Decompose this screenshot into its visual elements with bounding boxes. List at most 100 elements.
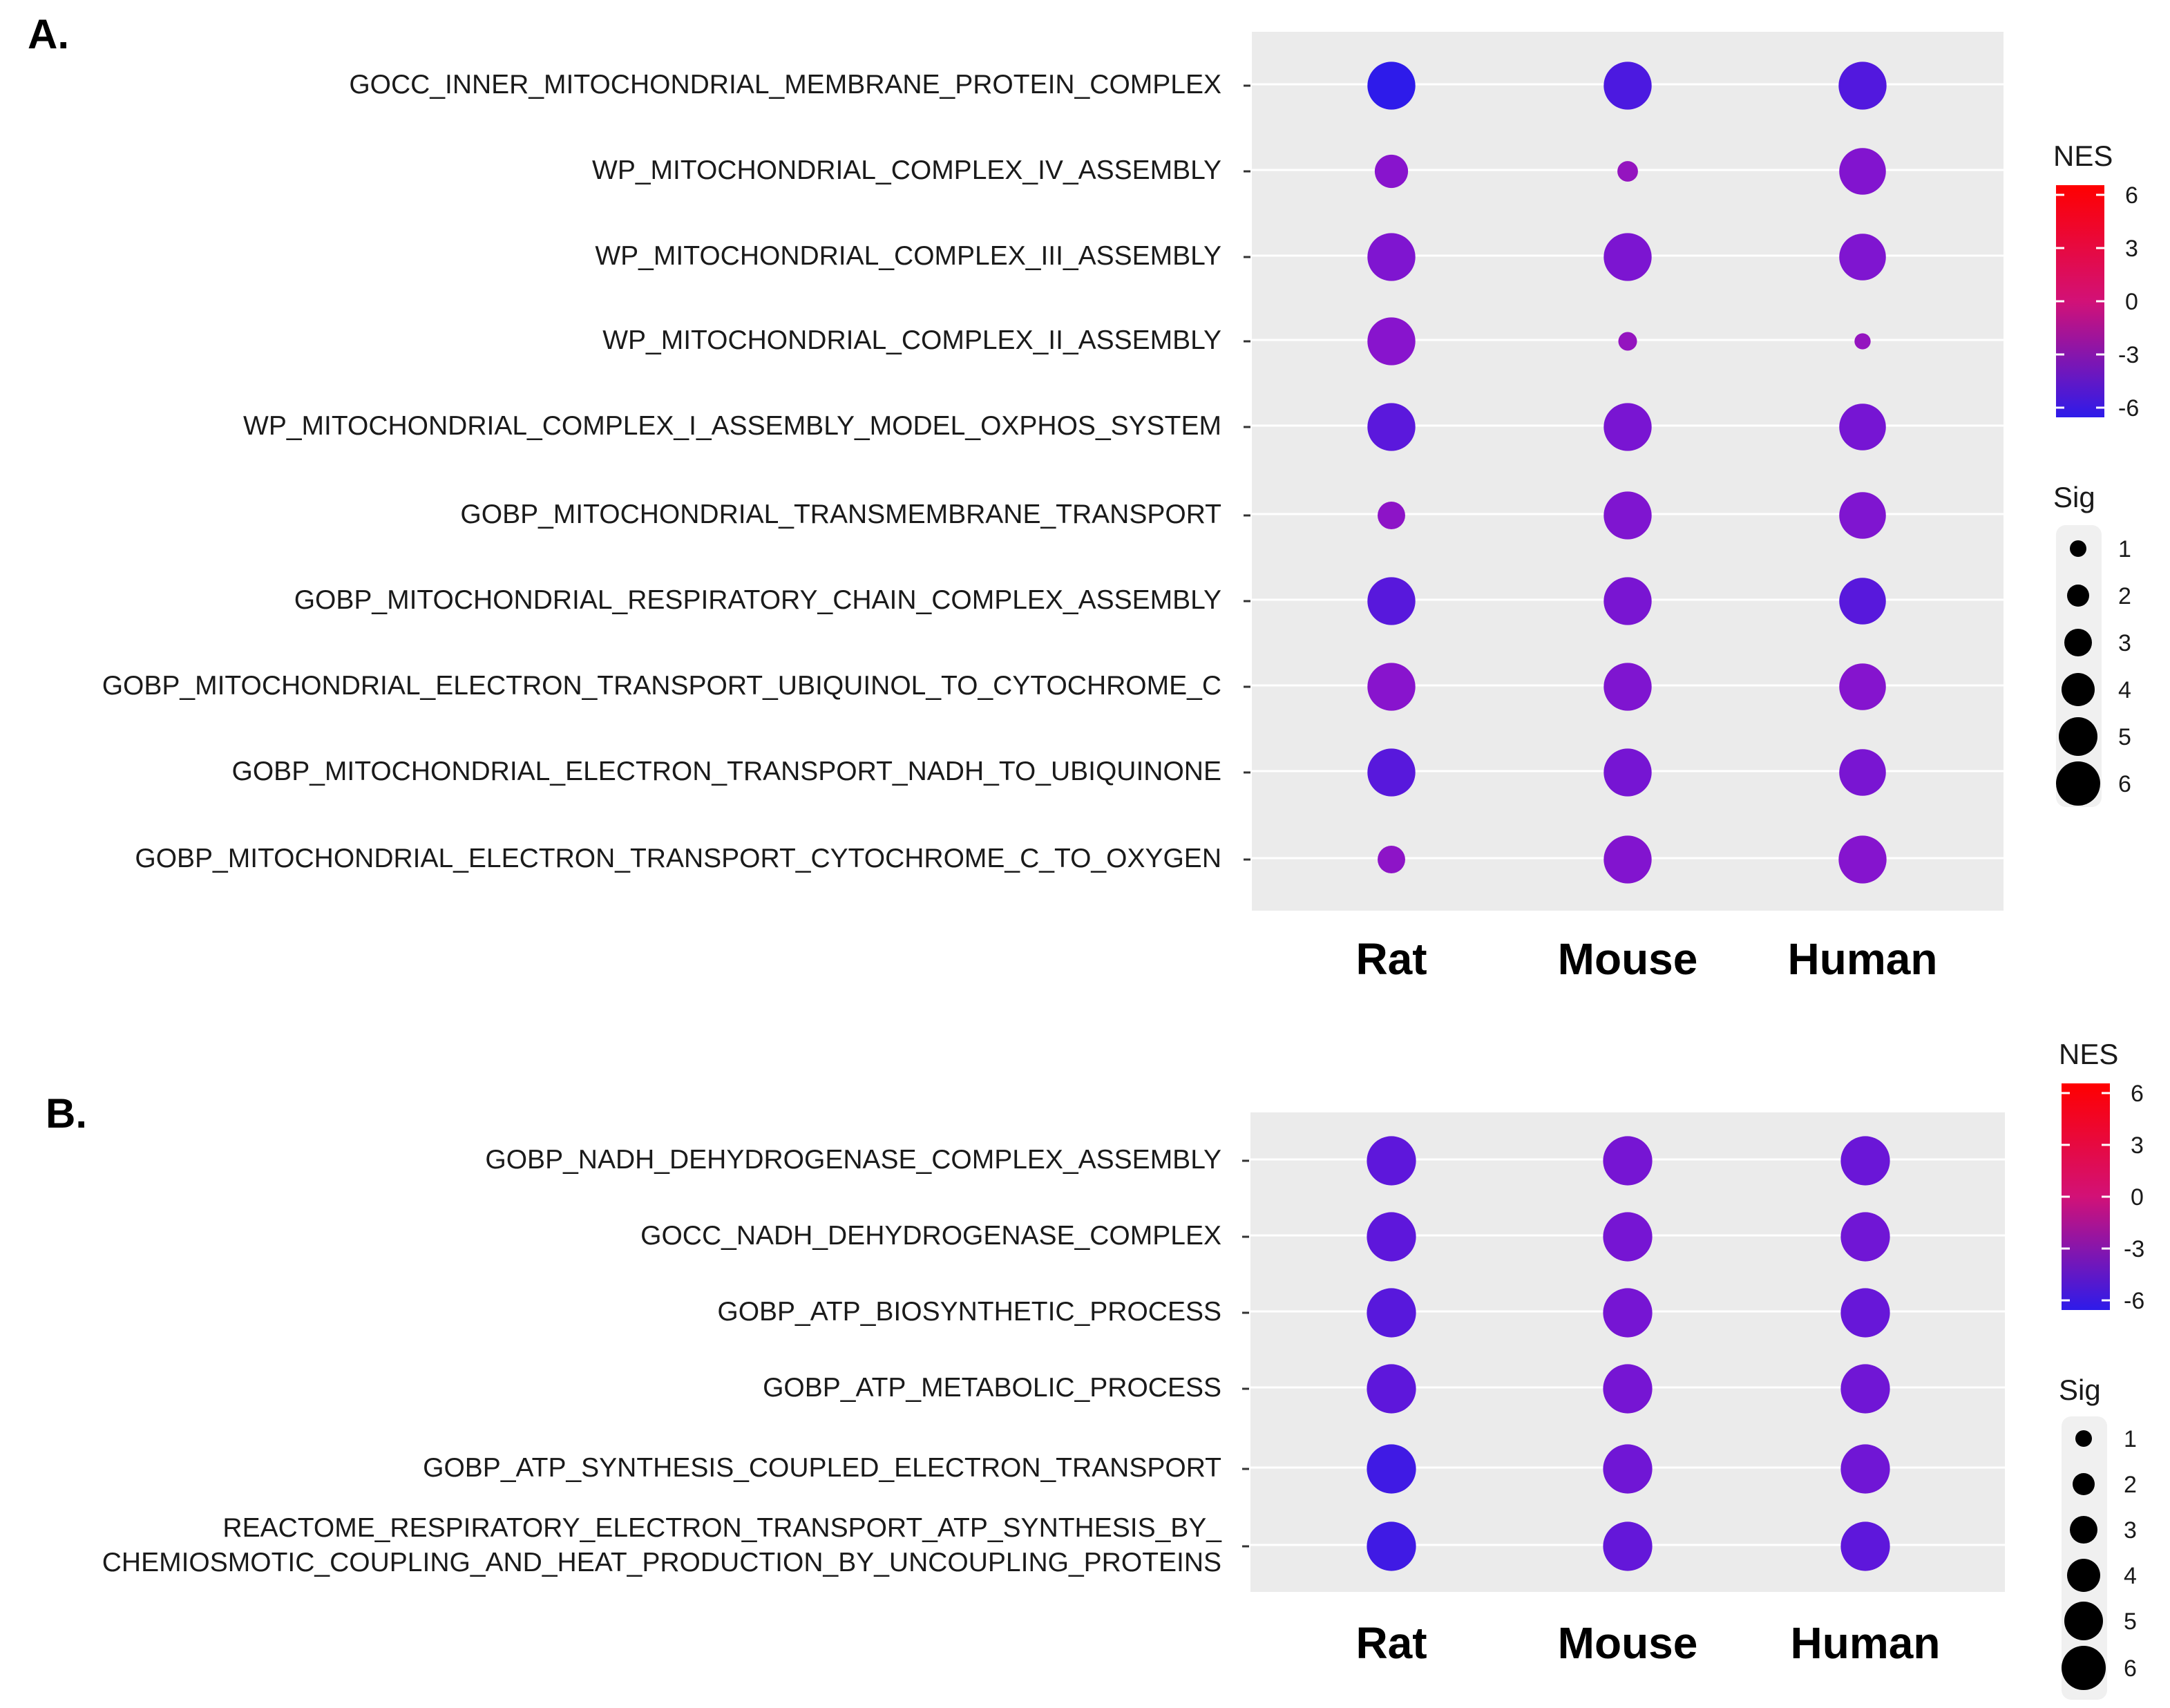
term-label-3: GOBP_ATP_BIOSYNTHETIC_PROCESS (717, 1297, 1221, 1327)
sig-tick-label-5: 5 (2124, 1609, 2137, 1635)
point-rat-10 (1378, 846, 1405, 873)
sig-legend-title: Sig (2059, 1374, 2101, 1406)
point-rat-8 (1367, 663, 1416, 711)
point-rat-4 (1367, 317, 1416, 366)
point-human-2 (1840, 1212, 1890, 1262)
nes-tick-label-3: 0 (2125, 289, 2138, 315)
point-mouse-5 (1603, 403, 1652, 451)
point-human-10 (1838, 835, 1887, 884)
sig-tick-label-2: 2 (2118, 583, 2131, 609)
point-mouse-1 (1603, 61, 1652, 110)
point-rat-2 (1374, 154, 1409, 189)
point-mouse-4 (1618, 332, 1637, 351)
sig-legend-dot-5 (2059, 717, 2097, 756)
point-human-6 (1839, 492, 1886, 539)
nes-tick-label-3: 0 (2131, 1184, 2144, 1211)
point-rat-6 (1367, 1521, 1416, 1571)
term-label-line: REACTOME_RESPIRATORY_ELECTRON_TRANSPORT_… (222, 1513, 1222, 1543)
sig-tick-label-4: 4 (2118, 677, 2131, 703)
sig-tick-label-5: 5 (2118, 724, 2131, 750)
term-label-10: GOBP_MITOCHONDRIAL_ELECTRON_TRANSPORT_CY… (135, 844, 1221, 873)
point-human-1 (1838, 61, 1887, 110)
point-human-4 (1840, 1364, 1890, 1414)
sig-tick-label-1: 1 (2118, 536, 2131, 562)
term-label-5: WP_MITOCHONDRIAL_COMPLEX_I_ASSEMBLY_MODE… (243, 411, 1221, 441)
sig-legend-dot-2 (2073, 1473, 2095, 1495)
sig-legend-dot-1 (2075, 1430, 2092, 1447)
point-human-3 (1840, 1288, 1890, 1338)
sig-tick-label-2: 2 (2124, 1472, 2137, 1498)
x-label-mouse: Mouse (1558, 934, 1698, 984)
term-label-5: GOBP_ATP_SYNTHESIS_COUPLED_ELECTRON_TRAN… (423, 1453, 1221, 1483)
point-rat-3 (1367, 233, 1416, 281)
point-rat-3 (1367, 1288, 1416, 1338)
point-mouse-3 (1603, 1288, 1653, 1338)
nes-tick-label-5: -6 (2118, 395, 2139, 421)
point-rat-5 (1367, 1444, 1416, 1494)
point-mouse-2 (1617, 161, 1638, 182)
panel-label: A. (28, 11, 69, 57)
x-label-rat: Rat (1355, 1618, 1427, 1668)
term-label-7: GOBP_MITOCHONDRIAL_RESPIRATORY_CHAIN_COM… (294, 585, 1221, 615)
term-label-2: GOCC_NADH_DEHYDROGENASE_COMPLEX (640, 1221, 1221, 1251)
point-human-2 (1839, 148, 1886, 195)
term-label-4: WP_MITOCHONDRIAL_COMPLEX_II_ASSEMBLY (602, 325, 1221, 355)
nes-tick-label-2: 3 (2125, 236, 2138, 262)
term-label-6: REACTOME_RESPIRATORY_ELECTRON_TRANSPORT_… (102, 1513, 1223, 1577)
x-label-mouse: Mouse (1558, 1618, 1698, 1668)
point-rat-1 (1367, 1136, 1416, 1186)
nes-tick-label-4: -3 (2118, 342, 2139, 368)
sig-legend-dot-2 (2067, 585, 2089, 607)
x-label-human: Human (1791, 1618, 1941, 1668)
point-rat-7 (1367, 577, 1416, 625)
point-mouse-7 (1603, 577, 1652, 625)
sig-legend-dot-4 (2067, 1559, 2100, 1592)
sig-tick-label-6: 6 (2118, 771, 2131, 797)
nes-legend-title: NES (2053, 140, 2113, 172)
sig-legend-dot-3 (2064, 629, 2092, 656)
panel-a: A. GOCC_INNER_MITOCHONDRIAL_MEMBRANE_PROT… (28, 11, 2139, 984)
sig-legend-dot-1 (2070, 540, 2086, 557)
point-mouse-8 (1603, 663, 1652, 711)
sig-legend-dot-5 (2064, 1602, 2103, 1640)
nes-tick-label-4: -3 (2124, 1236, 2144, 1262)
term-label-8: GOBP_MITOCHONDRIAL_ELECTRON_TRANSPORT_UB… (102, 671, 1221, 701)
sig-legend-dot-3 (2070, 1516, 2097, 1544)
point-rat-4 (1367, 1364, 1416, 1414)
point-rat-6 (1378, 502, 1405, 529)
point-human-5 (1840, 1444, 1890, 1494)
point-human-8 (1839, 663, 1886, 710)
point-rat-5 (1367, 403, 1416, 451)
point-mouse-9 (1603, 748, 1652, 797)
point-mouse-6 (1603, 1521, 1653, 1571)
term-label-9: GOBP_MITOCHONDRIAL_ELECTRON_TRANSPORT_NA… (232, 757, 1221, 786)
point-human-4 (1854, 333, 1871, 350)
point-mouse-6 (1603, 491, 1652, 540)
nes-tick-label-1: 6 (2131, 1081, 2144, 1107)
term-label-2: WP_MITOCHONDRIAL_COMPLEX_IV_ASSEMBLY (592, 155, 1221, 185)
sig-tick-label-3: 3 (2118, 630, 2131, 656)
term-label-3: WP_MITOCHONDRIAL_COMPLEX_III_ASSEMBLY (595, 241, 1221, 271)
point-mouse-3 (1603, 233, 1652, 281)
point-human-5 (1839, 404, 1886, 450)
point-rat-2 (1367, 1212, 1416, 1262)
x-label-rat: Rat (1355, 934, 1427, 984)
plot-background (1250, 1112, 2005, 1592)
point-human-6 (1840, 1521, 1890, 1571)
sig-legend-dot-4 (2062, 673, 2095, 706)
term-label-1: GOCC_INNER_MITOCHONDRIAL_MEMBRANE_PROTEI… (349, 70, 1221, 99)
sig-tick-label-4: 4 (2124, 1563, 2137, 1589)
nes-tick-label-1: 6 (2125, 182, 2138, 209)
sig-tick-label-6: 6 (2124, 1655, 2137, 1682)
x-label-human: Human (1788, 934, 1938, 984)
sig-tick-label-3: 3 (2124, 1517, 2137, 1544)
point-rat-9 (1367, 748, 1416, 797)
point-mouse-4 (1603, 1364, 1653, 1414)
point-mouse-2 (1603, 1212, 1653, 1262)
sig-legend-dot-6 (2062, 1646, 2106, 1690)
nes-tick-label-2: 3 (2131, 1132, 2144, 1159)
term-label-1: GOBP_NADH_DEHYDROGENASE_COMPLEX_ASSEMBLY (485, 1145, 1221, 1175)
panel-b: B. GOBP_NADH_DEHYDROGENASE_COMPLEX_ASSEMB… (46, 1038, 2144, 1700)
sig-tick-label-1: 1 (2124, 1426, 2137, 1452)
